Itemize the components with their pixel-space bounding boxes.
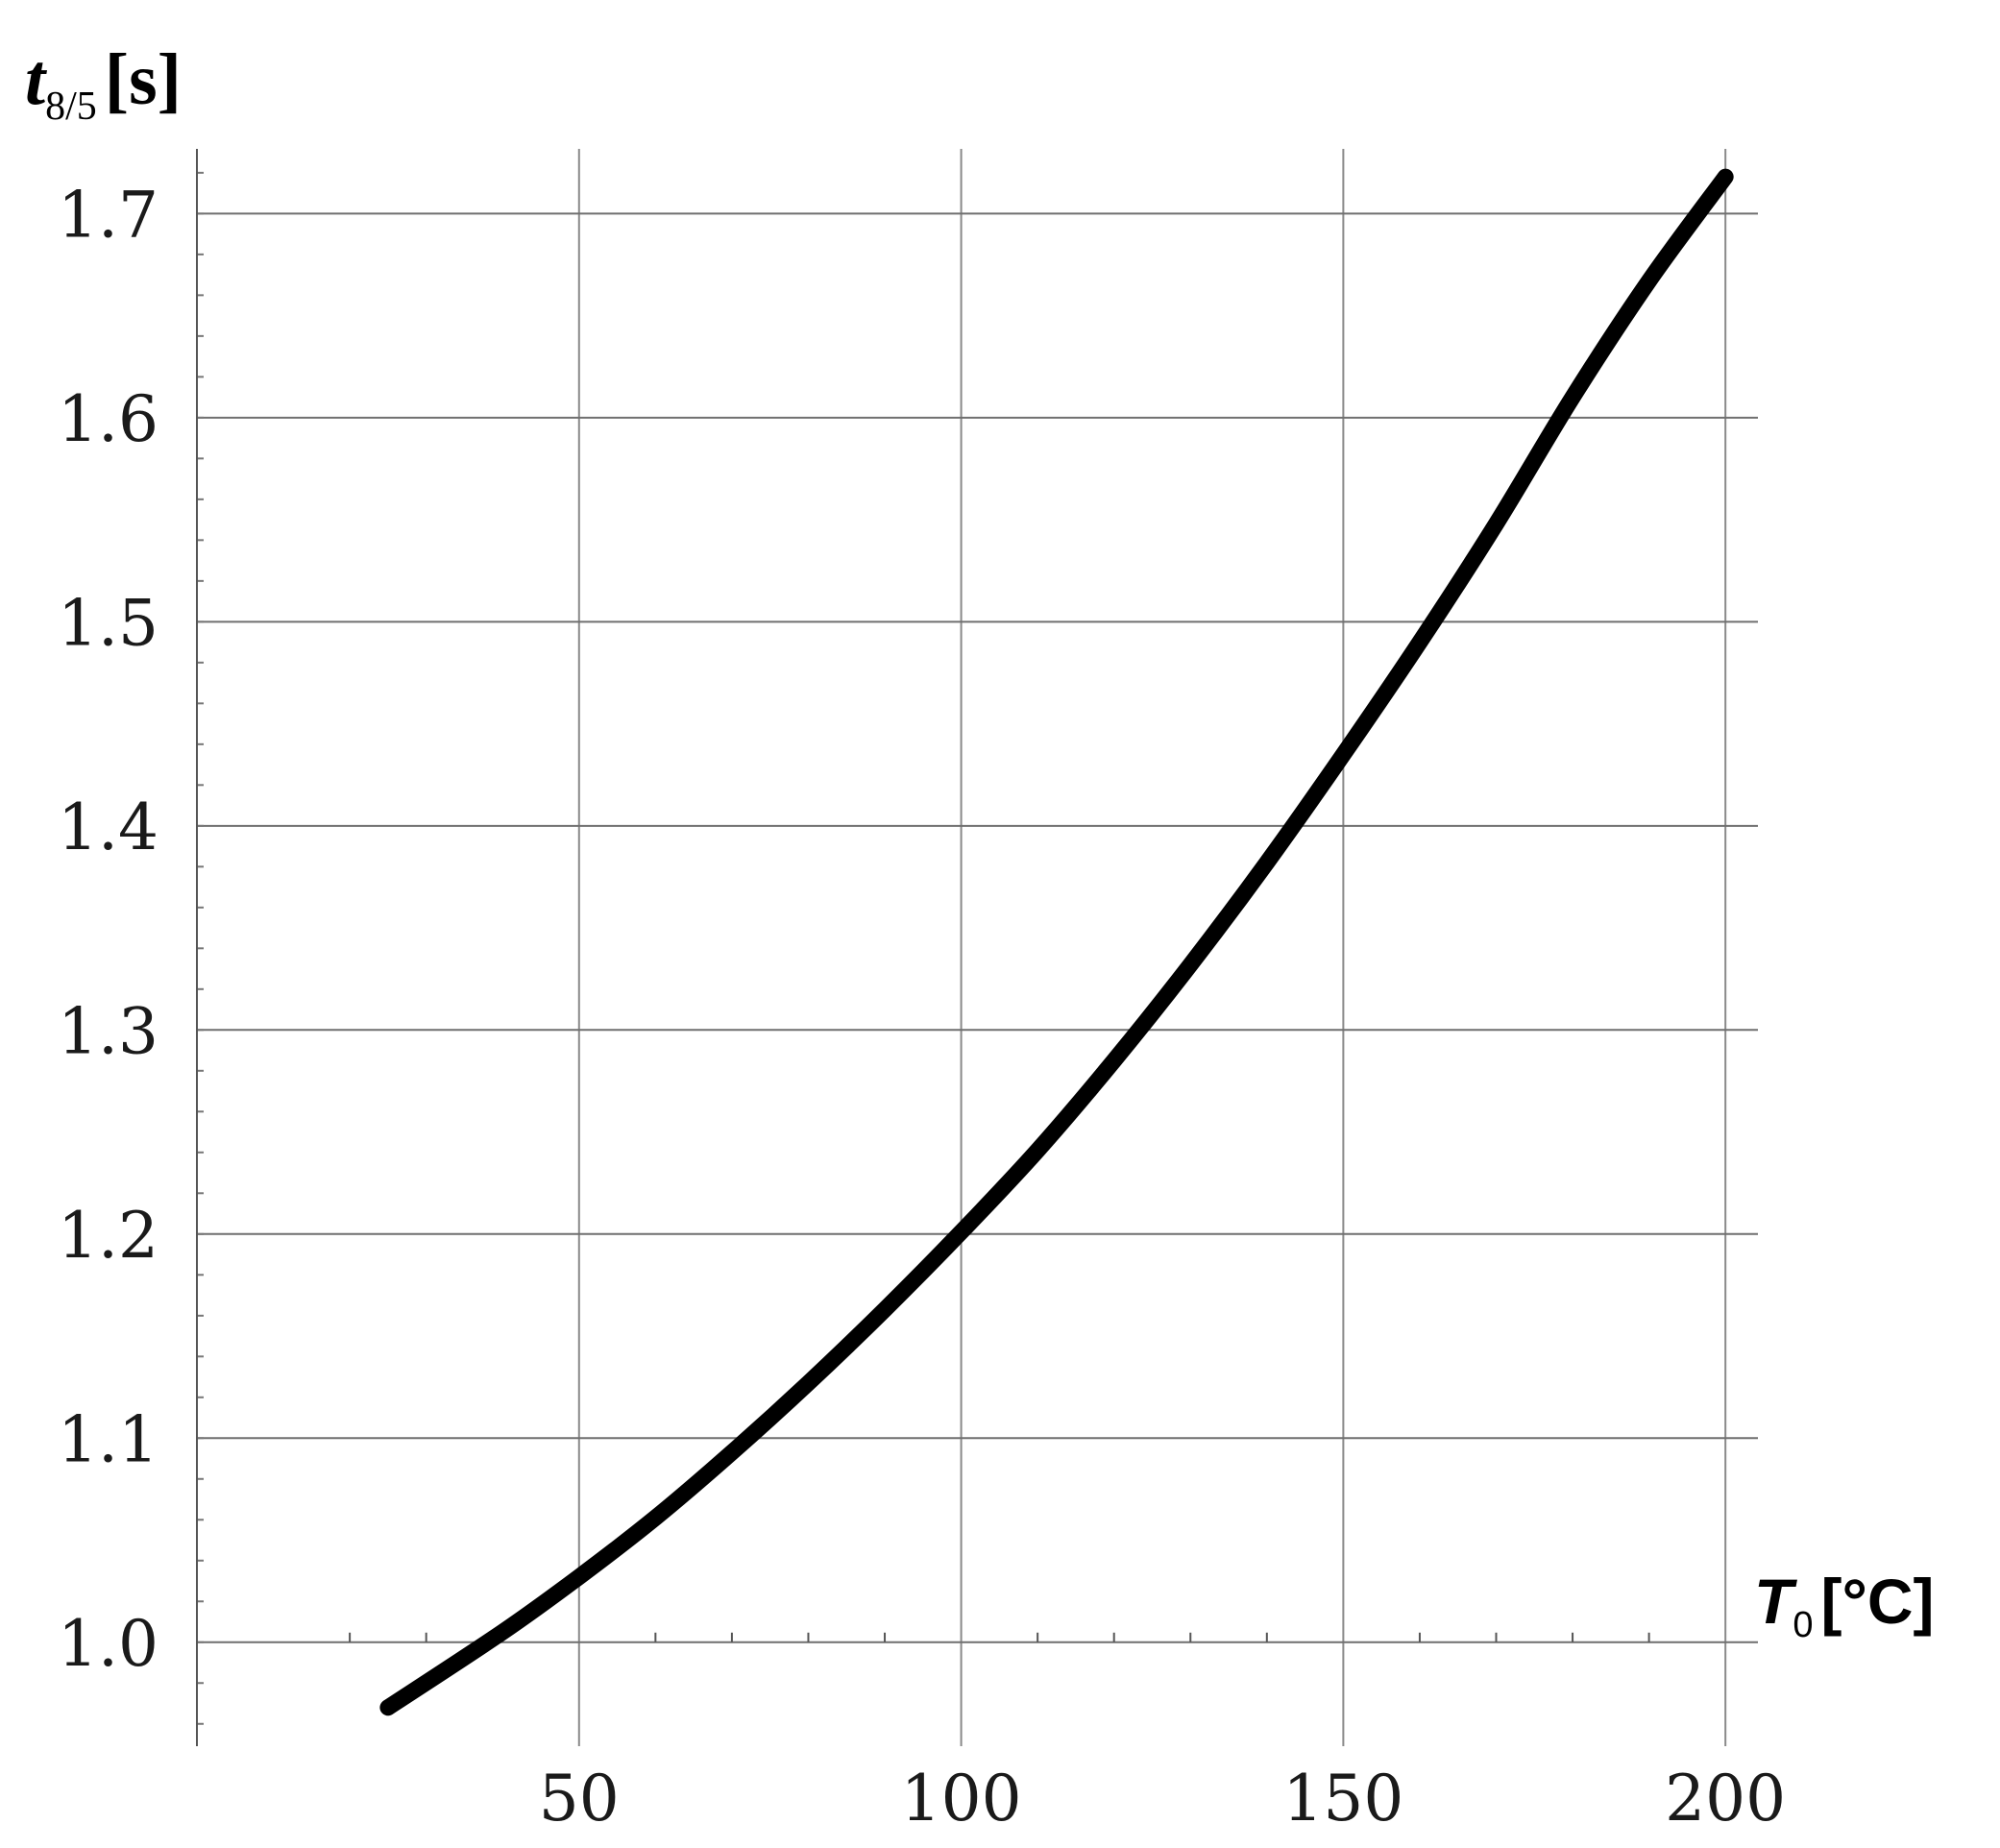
horizontal-gridlines [197,212,1758,1643]
y-tick-label: 1.7 [58,178,159,252]
vertical-gridlines [577,149,1727,1746]
x-axis-unit: [°C] [1820,1566,1934,1637]
y-tick-label: 1.4 [58,790,159,864]
y-axis-subscript: 8/5 [45,85,97,129]
series-layer [379,168,1734,1716]
x-axis-title: T0 [°C] [1754,1566,1934,1645]
y-tick-label: 1.6 [58,382,159,456]
minor-ticks [197,171,1650,1725]
y-axis-unit: [s] [105,39,182,120]
x-tick-labels: 50 100 150 200 [539,1762,1786,1836]
y-tick-label: 1.0 [58,1607,159,1681]
x-tick-label: 50 [539,1762,620,1836]
y-axis-title: t8/5 [s] [25,39,182,129]
x-tick-label: 200 [1665,1762,1786,1836]
y-tick-label: 1.5 [58,586,159,660]
series-line [379,168,1734,1716]
x-axis-symbol: T [1754,1566,1797,1637]
x-tick-label: 150 [1282,1762,1403,1836]
x-axis-subscript: 0 [1793,1605,1813,1645]
y-tick-label: 1.1 [58,1402,159,1476]
y-tick-label: 1.2 [58,1199,159,1273]
y-tick-labels: 1.0 1.1 1.2 1.3 1.4 1.5 1.6 1.7 [58,178,159,1680]
y-tick-label: 1.3 [58,994,159,1068]
x-tick-label: 100 [901,1762,1022,1836]
y-axis-symbol: t [25,39,48,120]
